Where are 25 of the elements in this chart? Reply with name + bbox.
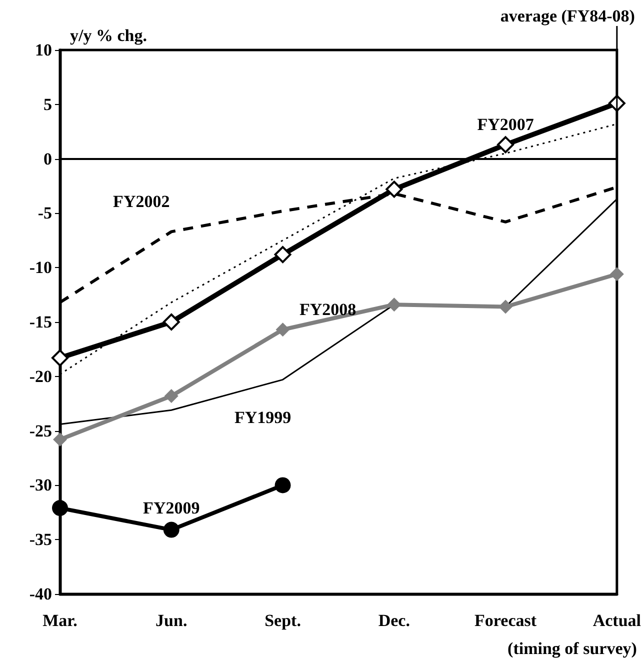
series-label: FY2009: [143, 498, 200, 518]
y-tick-label: 0: [44, 149, 52, 168]
y-tick-label: -10: [29, 258, 52, 278]
y-tick-label: -20: [29, 366, 52, 386]
series-label: FY2007: [477, 115, 534, 134]
y-tick-label: -30: [29, 476, 52, 495]
y-axis-title: y/y % chg.: [70, 26, 147, 45]
y-tick-label: -5: [38, 204, 52, 223]
x-tick-label: Dec.: [378, 611, 410, 630]
series-label: FY2008: [299, 300, 356, 320]
series-label: FY2002: [113, 192, 170, 212]
y-tick-label: -40: [29, 584, 52, 604]
y-tick-label: -25: [29, 421, 52, 440]
y-tick-label: -35: [29, 530, 52, 550]
x-tick-label: Forecast: [474, 611, 537, 630]
x-tick-label: Sept.: [264, 611, 301, 630]
x-tick-label: Actual: [592, 611, 642, 630]
y-tick-label: 5: [44, 94, 52, 114]
x-axis-title: (timing of survey): [508, 639, 637, 658]
y-tick-label: 10: [35, 40, 52, 60]
text: average (FY84-08): [500, 6, 635, 26]
x-tick-label: Jun.: [156, 611, 188, 630]
series-label: FY1999: [234, 408, 292, 428]
x-tick-label: Mar.: [42, 611, 78, 630]
y-tick-label: -15: [29, 312, 52, 332]
